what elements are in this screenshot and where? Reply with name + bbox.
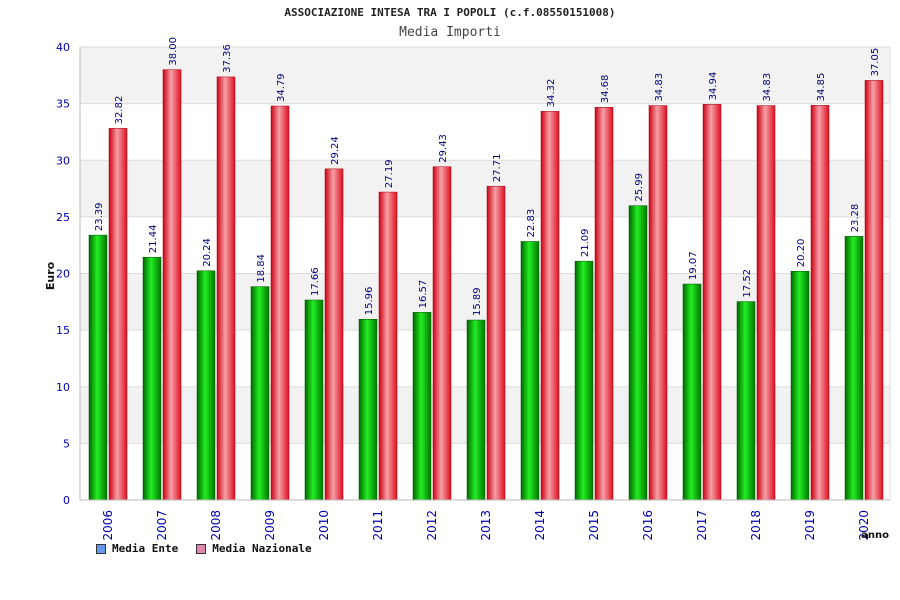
data-label: 37.36 [222, 44, 233, 73]
data-label: 18.84 [256, 254, 267, 283]
legend-label-nazionale: Media Nazionale [212, 542, 312, 555]
data-label: 34.79 [276, 73, 287, 102]
data-label: 34.68 [600, 75, 611, 104]
bar-ente-2009 [250, 286, 270, 501]
bar-nazionale-2012 [432, 166, 452, 501]
x-tick-label: 2008 [209, 510, 223, 541]
legend-label-ente: Media Ente [112, 542, 179, 555]
bar-ente-2013 [466, 319, 486, 501]
x-tick-label: 2012 [425, 510, 439, 541]
x-tick-label: 2013 [479, 510, 493, 541]
x-tick-label: 2009 [263, 510, 277, 541]
bar-nazionale-2013 [486, 185, 506, 501]
bar-ente-2018 [736, 301, 756, 501]
bar-nazionale-2017 [702, 104, 722, 501]
bar-nazionale-2014 [540, 111, 560, 501]
data-label: 29.43 [438, 134, 449, 163]
data-label: 34.32 [546, 79, 557, 108]
bar-nazionale-2016 [648, 105, 668, 501]
bar-ente-2020 [844, 236, 864, 501]
bar-nazionale-2010 [324, 168, 344, 501]
bar-nazionale-2018 [756, 105, 776, 501]
legend-swatch-ente [96, 543, 106, 554]
legend: Media Ente Media Nazionale [96, 542, 312, 555]
bar-nazionale-2020 [864, 80, 884, 501]
y-tick-label: 25 [56, 211, 70, 224]
data-label: 20.20 [796, 239, 807, 268]
data-label: 20.24 [202, 238, 213, 267]
y-tick-label: 40 [56, 41, 70, 54]
data-label: 23.39 [94, 202, 105, 231]
y-tick-label: 0 [63, 494, 70, 507]
bar-ente-2016 [628, 205, 648, 501]
x-tick-label: 2011 [371, 510, 385, 541]
bar-ente-2015 [574, 260, 594, 501]
x-tick-label: 2020 [857, 510, 871, 541]
x-tick-label: 2016 [641, 510, 655, 541]
x-tick-label: 2017 [695, 510, 709, 541]
chart-title: ASSOCIAZIONE INTESA TRA I POPOLI (c.f.08… [284, 6, 616, 19]
data-label: 34.94 [708, 72, 719, 101]
x-tick-label: 2015 [587, 510, 601, 541]
grid-band [80, 47, 890, 104]
chart-subtitle: Media Importi [399, 25, 501, 40]
y-tick-label: 5 [63, 437, 70, 450]
bar-ente-2011 [358, 319, 378, 501]
bar-nazionale-2015 [594, 106, 614, 501]
x-axis-label: anno [861, 530, 889, 541]
bar-ente-2008 [196, 270, 216, 501]
y-axis-label: Euro [44, 261, 57, 290]
legend-item-ente: Media Ente [96, 542, 178, 555]
y-tick-label: 10 [56, 381, 70, 394]
grid-band [80, 160, 890, 217]
bar-ente-2012 [412, 312, 432, 501]
data-label: 23.28 [850, 204, 861, 233]
y-tick-label: 30 [56, 154, 70, 167]
data-label: 15.96 [364, 287, 375, 316]
x-tick-label: 2006 [101, 510, 115, 541]
bar-nazionale-2007 [162, 69, 182, 501]
bar-ente-2017 [682, 283, 702, 501]
data-label: 16.57 [418, 280, 429, 309]
x-tick-label: 2018 [749, 510, 763, 541]
data-label: 29.24 [330, 136, 341, 165]
data-label: 27.19 [384, 159, 395, 188]
bar-nazionale-2009 [270, 105, 290, 501]
y-tick-label: 20 [56, 268, 70, 281]
data-label: 38.00 [168, 37, 179, 66]
bar-nazionale-2006 [108, 128, 128, 501]
y-tick-label: 35 [56, 98, 70, 111]
data-label: 34.83 [762, 73, 773, 102]
data-label: 15.89 [472, 287, 483, 316]
y-tick-label: 15 [56, 324, 70, 337]
data-label: 34.85 [816, 73, 827, 102]
bar-ente-2006 [88, 234, 108, 501]
data-label: 17.66 [310, 267, 321, 296]
x-tick-label: 2019 [803, 510, 817, 541]
data-label: 37.05 [870, 48, 881, 77]
data-label: 19.07 [688, 251, 699, 280]
bar-nazionale-2019 [810, 105, 830, 501]
data-label: 22.83 [526, 209, 537, 238]
data-label: 32.82 [114, 96, 125, 125]
x-tick-label: 2014 [533, 510, 547, 541]
data-label: 21.09 [580, 229, 591, 258]
bar-ente-2010 [304, 299, 324, 501]
x-tick-label: 2007 [155, 510, 169, 541]
bar-nazionale-2011 [378, 191, 398, 501]
legend-item-nazionale: Media Nazionale [196, 542, 312, 555]
data-label: 34.83 [654, 73, 665, 102]
x-tick-label: 2010 [317, 510, 331, 541]
bar-ente-2007 [142, 256, 162, 501]
legend-swatch-nazionale [196, 543, 207, 554]
bar-nazionale-2008 [216, 76, 236, 501]
data-label: 17.52 [742, 269, 753, 298]
data-label: 25.99 [634, 173, 645, 202]
data-label: 27.71 [492, 154, 503, 183]
data-label: 21.44 [148, 225, 159, 254]
bar-ente-2019 [790, 270, 810, 501]
bar-ente-2014 [520, 241, 540, 501]
